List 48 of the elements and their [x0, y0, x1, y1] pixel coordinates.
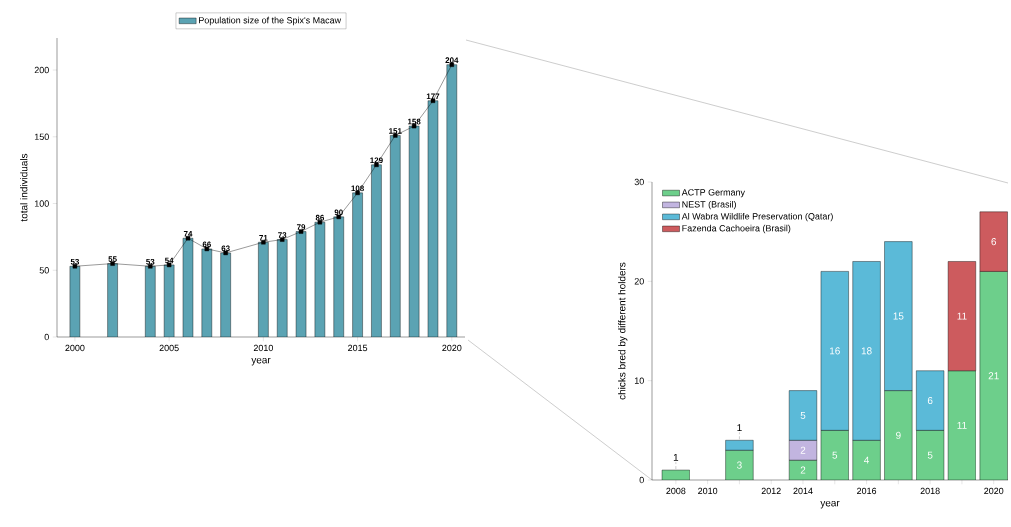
data-label: 3	[737, 461, 742, 469]
x-tick-label: 2018	[920, 487, 940, 495]
data-label: 18	[861, 347, 872, 355]
data-label: 6	[927, 397, 933, 405]
y-axis-title: total individuals	[20, 153, 28, 222]
data-label: 5	[927, 451, 933, 459]
data-label: 21	[988, 372, 999, 380]
data-label: 2	[800, 446, 806, 454]
legend-label: Population size of the Spix's Macaw	[199, 16, 342, 26]
data-label: 11	[957, 312, 967, 320]
data-label: 6	[991, 238, 997, 246]
data-label: 1	[737, 424, 742, 432]
x-tick-label: 2012	[761, 487, 781, 495]
data-label: 2	[800, 466, 806, 474]
data-label: 5	[832, 451, 838, 459]
legend-label: Al Wabra Wildlife Preservation (Qatar)	[681, 212, 833, 222]
data-label: 15	[893, 312, 904, 320]
x-tick-label: 2020	[984, 487, 1004, 495]
data-label: 9	[896, 431, 901, 439]
data-label: 5	[800, 411, 806, 419]
y-tick-label: 100	[34, 200, 49, 207]
legend-label: NEST (Brasil)	[682, 200, 736, 210]
data-label: 16	[830, 347, 840, 355]
x-tick-label: 2020	[442, 344, 462, 352]
x-tick-label: 2000	[65, 344, 85, 352]
x-axis-title: year	[251, 357, 271, 366]
x-tick-label: 2015	[348, 344, 368, 352]
x-tick-label: 2016	[857, 487, 877, 495]
y-tick-label: 0	[44, 333, 49, 341]
data-label: 1	[673, 454, 679, 461]
y-tick-label: 50	[39, 267, 49, 274]
x-tick-label: 2010	[698, 487, 718, 495]
x-tick-label: 2014	[793, 487, 813, 495]
y-tick-label: 150	[34, 133, 49, 140]
data-label: 11	[957, 421, 967, 429]
y-axis-title: chicks bred by different holders	[618, 262, 628, 400]
x-tick-label: 2010	[253, 344, 273, 352]
x-axis-title: year	[820, 500, 840, 509]
data-label: 4	[864, 456, 870, 464]
y-tick-label: 20	[634, 278, 644, 285]
y-tick-label: 0	[639, 476, 644, 484]
legend-label: Fazenda Cachoeira (Brasil)	[682, 224, 791, 234]
legend-label: ACTP Germany	[681, 189, 745, 198]
x-tick-label: 2005	[159, 344, 179, 352]
x-tick-label: 2008	[666, 487, 686, 495]
y-tick-label: 10	[634, 377, 644, 384]
y-tick-label: 30	[634, 178, 644, 186]
y-tick-label: 200	[34, 66, 49, 74]
